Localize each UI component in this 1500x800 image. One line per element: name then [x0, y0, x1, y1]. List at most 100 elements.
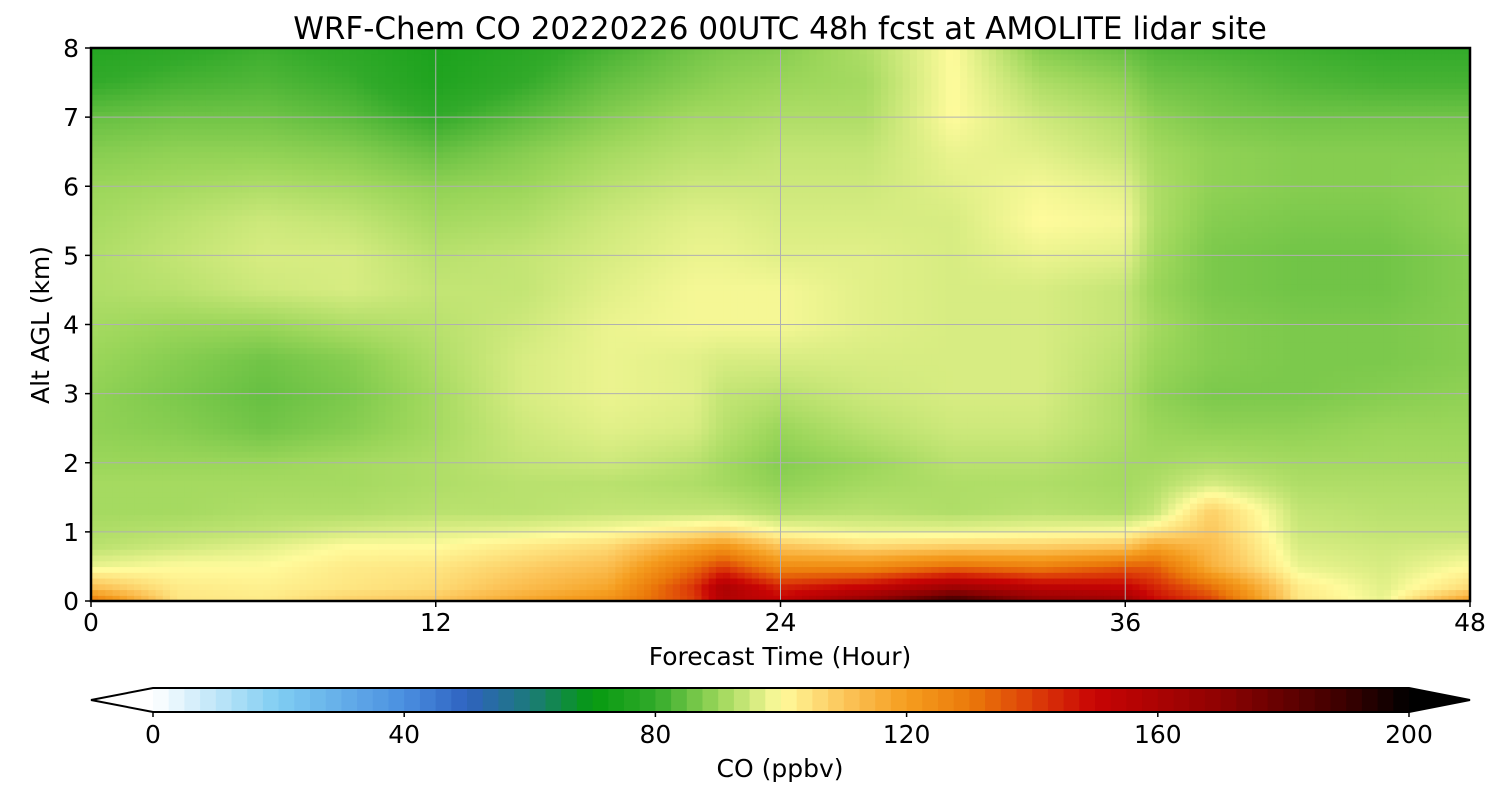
heatmap-cell [952, 456, 961, 464]
heatmap-cell [284, 583, 293, 591]
heatmap-cell [1211, 531, 1220, 539]
heatmap-cell [249, 583, 257, 591]
heatmap-cell [1225, 560, 1234, 568]
heatmap-cell [378, 468, 387, 475]
heatmap-cell [744, 451, 753, 458]
heatmap-cell [1132, 456, 1141, 464]
heatmap-cell [1153, 508, 1162, 516]
heatmap-cell [758, 491, 767, 498]
heatmap-cell [1146, 549, 1155, 556]
heatmap-cell [1003, 526, 1011, 533]
heatmap-cell [1362, 468, 1371, 475]
heatmap-cell [399, 537, 408, 544]
heatmap-cell [1146, 456, 1155, 464]
heatmap-cell [1039, 583, 1047, 591]
heatmap-cell [1347, 526, 1356, 533]
heatmap-cell [916, 526, 925, 533]
heatmap-cell [967, 560, 976, 568]
heatmap-cell [399, 549, 408, 556]
heatmap-cell [256, 508, 264, 516]
heatmap-cell [837, 503, 846, 510]
heatmap-cell [1311, 572, 1320, 579]
heatmap-cell [543, 589, 552, 596]
heatmap-cell [1074, 595, 1083, 601]
heatmap-cell [1182, 549, 1191, 556]
heatmap-cell [414, 456, 422, 464]
heatmap-cell [672, 497, 681, 504]
heatmap-cell [241, 549, 250, 556]
heatmap-cell [493, 589, 501, 596]
heatmap-cell [249, 595, 257, 601]
heatmap-cell [1132, 560, 1141, 568]
heatmap-cell [155, 537, 164, 544]
heatmap-cell [1024, 537, 1033, 544]
heatmap-cell [723, 577, 731, 585]
heatmap-cell [1153, 514, 1162, 521]
heatmap-cell [952, 468, 961, 475]
heatmap-cell [1340, 537, 1349, 544]
heatmap-cell [1297, 554, 1306, 562]
heatmap-cell [758, 468, 767, 475]
heatmap-cell [1297, 485, 1306, 493]
heatmap-cell [974, 480, 983, 487]
heatmap-cell [91, 549, 99, 556]
heatmap-cell [263, 577, 272, 585]
heatmap-cell [859, 549, 868, 556]
heatmap-cell [1153, 491, 1162, 498]
heatmap-cell [1182, 462, 1191, 470]
heatmap-cell [809, 531, 818, 539]
heatmap-cell [1010, 543, 1019, 550]
heatmap-cell [924, 549, 932, 556]
heatmap-cell [995, 589, 1004, 596]
heatmap-cell [1031, 549, 1040, 556]
heatmap-cell [557, 480, 566, 487]
heatmap-cell [888, 474, 897, 481]
heatmap-cell [909, 485, 918, 493]
heatmap-cell [378, 474, 387, 481]
heatmap-cell [945, 531, 954, 539]
heatmap-cell [658, 549, 667, 556]
heatmap-cell [1024, 549, 1033, 556]
heatmap-cell [1405, 531, 1414, 539]
heatmap-cell [1060, 531, 1069, 539]
heatmap-cell [723, 451, 731, 458]
heatmap-cell [1010, 503, 1019, 510]
heatmap-cell [866, 577, 875, 585]
heatmap-cell [600, 572, 609, 579]
heatmap-cell [1455, 468, 1464, 475]
heatmap-cell [478, 589, 487, 596]
heatmap-cell [1053, 531, 1062, 539]
heatmap-cell [1067, 503, 1076, 510]
heatmap-cell [1146, 543, 1155, 550]
heatmap-cell [974, 497, 983, 504]
heatmap-cell [112, 543, 121, 550]
heatmap-cell [1362, 566, 1371, 573]
heatmap-cell [730, 480, 738, 487]
heatmap-cell [148, 554, 157, 562]
heatmap-cell [881, 520, 889, 527]
heatmap-cell [1376, 503, 1385, 510]
heatmap-cell [1153, 554, 1162, 562]
heatmap-cell [802, 485, 810, 493]
heatmap-cell [98, 456, 106, 464]
heatmap-cell [945, 583, 954, 591]
heatmap-cell [1132, 485, 1141, 493]
heatmap-cell [1419, 451, 1428, 458]
heatmap-cell [665, 566, 674, 573]
heatmap-cell [442, 589, 451, 596]
heatmap-cell [572, 554, 580, 562]
heatmap-cell [708, 577, 717, 585]
heatmap-cell [1053, 503, 1062, 510]
heatmap-cell [1060, 595, 1069, 601]
heatmap-cell [1010, 566, 1019, 573]
heatmap-cell [1412, 549, 1421, 556]
heatmap-cell [1189, 549, 1198, 556]
heatmap-cell [845, 537, 853, 544]
heatmap-cell [91, 566, 99, 573]
heatmap-cell [320, 480, 329, 487]
heatmap-cell [1168, 514, 1177, 521]
heatmap-cell [1204, 508, 1213, 516]
heatmap-cell [881, 497, 889, 504]
heatmap-cell [170, 456, 178, 464]
heatmap-cell [1110, 480, 1119, 487]
